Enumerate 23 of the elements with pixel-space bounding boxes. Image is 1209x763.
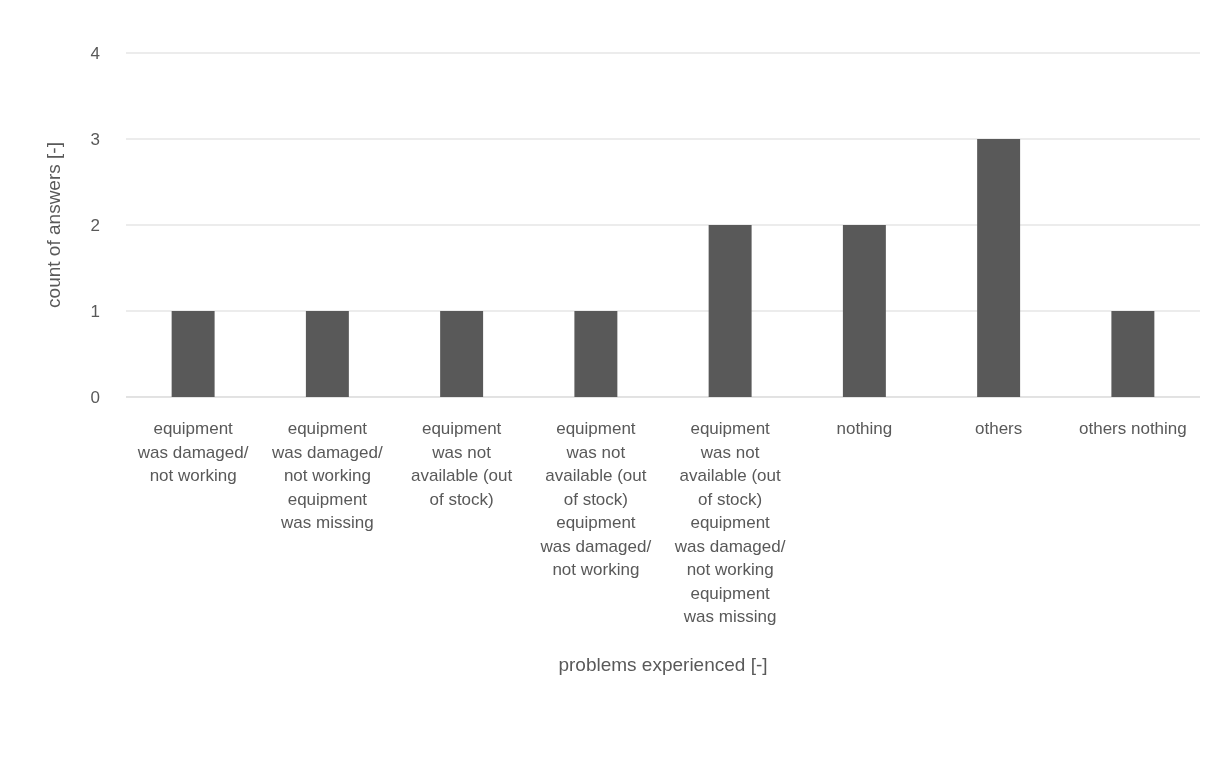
x-tick-label: others [975,419,1023,438]
x-tick-label: others nothing [1079,419,1187,438]
category-label: equipment was not available (out of stock) equipment was damaged/ not working equipment was missing [674,419,786,626]
y-tick-label: 0 [90,387,100,407]
bar [708,225,752,397]
bar [977,139,1021,397]
bar [305,311,349,397]
x-tick-label: equipment was not available (out of stock) [411,419,513,509]
x-axis-title: problems experienced [-] [558,654,768,675]
bar [440,311,484,397]
y-tick-label: 4 [90,43,100,63]
x-tick-label: equipment was damaged/ not working equipment was missing [271,419,383,532]
bar [1111,311,1155,397]
y-tick-label: 2 [90,215,100,235]
y-tick-label: 3 [90,129,100,149]
bar [574,311,618,397]
x-tick-label: equipment was not available (out of stock) equipment was damaged/ not working [539,419,652,579]
y-tick-label: 1 [90,301,100,321]
bar [171,311,215,397]
bar [842,225,886,397]
x-tick-label: nothing [836,419,893,438]
x-tick-label: equipment was damaged/ not working [136,419,249,485]
y-axis-title: count of answers [-] [43,142,64,308]
